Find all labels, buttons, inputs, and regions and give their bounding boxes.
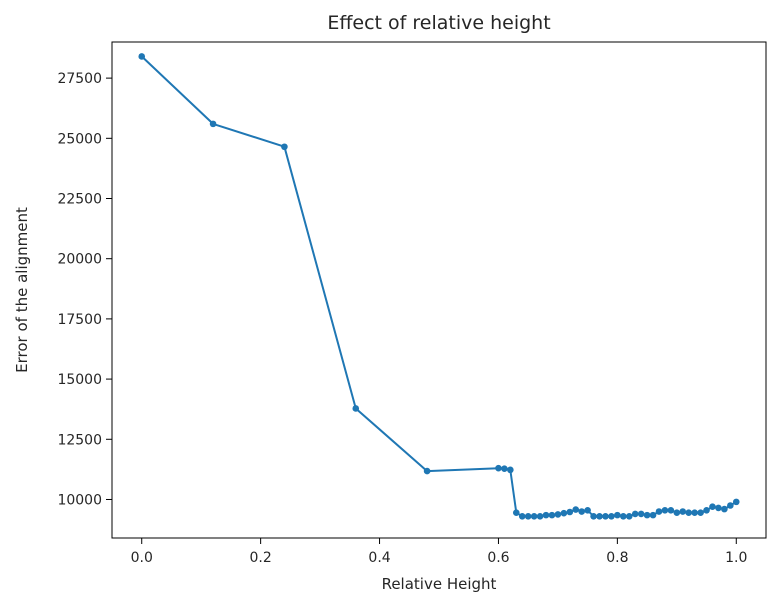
data-point [542,511,550,519]
y-tick-label: 27500 [57,71,102,87]
data-point [703,507,710,514]
y-tick-label: 15000 [57,372,102,388]
data-point [566,508,574,516]
x-tick-label: 0.0 [131,550,153,566]
data-point [501,465,508,472]
data-point [560,509,568,517]
data-point [679,508,687,515]
data-point [721,505,728,513]
data-point [548,511,556,519]
data-point [643,511,651,519]
data-point [281,143,288,151]
plot-frame [111,41,767,539]
chart-title: Effect of relative height [327,12,550,34]
data-point [709,503,716,510]
series-layer [138,53,740,520]
y-tick-label: 17500 [57,312,102,328]
data-point [715,504,722,512]
data-point [691,509,698,517]
y-tick-label: 10000 [57,492,102,508]
y-tick-label: 22500 [57,192,102,208]
data-point [554,511,562,518]
data-point [649,511,657,519]
data-point [602,513,609,520]
data-point [667,507,675,514]
data-point [584,507,591,514]
y-tick-label: 12500 [57,432,102,448]
y-tick-label: 20000 [57,252,102,268]
data-point [512,509,520,517]
data-point [661,507,669,514]
data-point [507,466,514,474]
data-point [637,510,645,518]
series-line [141,55,737,518]
data-point [625,513,633,520]
data-point [578,508,585,515]
x-axis-label: Relative Height [382,575,497,593]
data-point [536,513,544,520]
data-point [620,513,627,520]
data-point [352,405,360,412]
data-point [614,511,621,519]
data-point [572,506,580,513]
x-tick-label: 0.6 [487,550,509,566]
x-axis-ticks: 0.0 0.2 0.4 0.6 0.8 1.0 [131,538,747,566]
data-point [732,498,740,506]
x-tick-label: 0.2 [250,550,272,566]
data-point [590,513,597,520]
data-point [655,508,663,515]
x-tick-label: 1.0 [725,550,747,566]
data-point [697,509,704,517]
data-point [631,510,639,518]
data-point [608,513,615,520]
data-point [518,513,526,520]
y-axis-label: Error of the alignment [13,207,31,373]
data-point [524,513,532,520]
y-tick-label: 25000 [57,131,102,147]
y-axis-ticks: 10000 12500 15000 17500 20000 22500 25000 27500 [57,71,112,508]
data-point [596,513,603,520]
data-point [727,502,734,509]
data-point [423,467,431,475]
data-point [138,53,146,60]
data-point [495,464,502,472]
data-point [209,120,217,128]
data-point [685,509,693,517]
data-point [530,513,538,520]
x-tick-label: 0.4 [368,550,390,566]
x-tick-label: 0.8 [606,550,628,566]
data-point [673,509,681,517]
